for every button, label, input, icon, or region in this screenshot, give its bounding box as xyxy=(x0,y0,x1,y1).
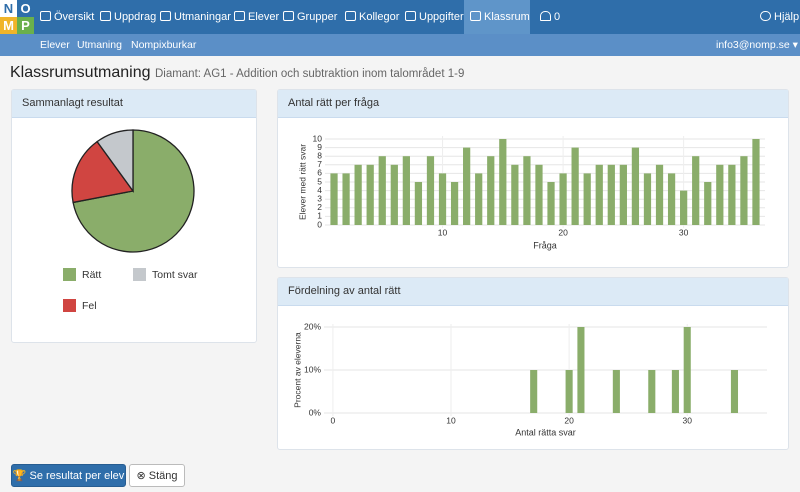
nav-label: Översikt xyxy=(54,11,95,23)
notification-count: 0 xyxy=(554,11,561,23)
help-label: Hjälp xyxy=(774,11,800,23)
user-email: info3@nomp.se xyxy=(716,39,790,51)
notifications[interactable]: 0 xyxy=(540,0,560,34)
page-header: Klassrumsutmaning Diamant: AG1 - Additio… xyxy=(10,64,464,82)
panel: Sammanlagt resultat xyxy=(11,89,257,343)
nav-label: Grupper xyxy=(297,11,338,23)
logo-letter[interactable]: O xyxy=(17,0,34,17)
logo-letter[interactable]: N xyxy=(0,0,17,17)
active-tab xyxy=(464,0,530,34)
page-subtitle: Diamant: AG1 - Addition och subtraktion … xyxy=(154,68,465,80)
panel: Antal rätt per fråga xyxy=(277,89,789,268)
nav-label: Uppgifter xyxy=(419,11,464,23)
logo-letter[interactable]: P xyxy=(17,17,34,34)
nav-label: Uppdrag xyxy=(114,11,157,23)
nav-item[interactable]: Uppgifter xyxy=(405,0,464,34)
button-label: Se resultat per elev xyxy=(29,470,125,482)
user-menu[interactable]: info3@nomp.se ▾ xyxy=(716,39,798,51)
help[interactable]: Hjälp xyxy=(760,0,799,34)
nav-item[interactable]: Klassrum xyxy=(470,0,530,34)
nav-label: Utmaningar xyxy=(174,11,231,23)
subnav-item[interactable]: Utmaning xyxy=(77,39,122,51)
panel-title: Fördelning av antal rätt xyxy=(278,278,788,306)
subnav-item[interactable]: Elever xyxy=(40,39,70,51)
subnav-item[interactable]: Nompixburkar xyxy=(131,39,197,51)
nav-item[interactable]: Översikt xyxy=(40,0,94,34)
nav-item[interactable]: Grupper xyxy=(283,0,337,34)
nav-item[interactable]: Uppdrag xyxy=(100,0,156,34)
sub-bar xyxy=(0,34,800,56)
nav-item[interactable]: Utmaningar xyxy=(160,0,231,34)
panel-title: Antal rätt per fråga xyxy=(278,90,788,118)
nav-item[interactable]: Kollegor xyxy=(345,0,399,34)
button-label: Stäng xyxy=(148,470,178,482)
nav-label: Klassrum xyxy=(484,11,530,23)
results-button[interactable]: 🏆 Se resultat per elev xyxy=(11,464,126,487)
nav-item[interactable]: Elever xyxy=(234,0,279,34)
logo-letter[interactable]: M xyxy=(0,17,17,34)
panel-title: Sammanlagt resultat xyxy=(12,90,256,118)
top-bar xyxy=(0,0,800,34)
close-button[interactable]: ⊗ Stäng xyxy=(129,464,185,487)
nav-label: Elever xyxy=(248,11,280,23)
page-title: Klassrumsutmaning xyxy=(10,64,151,81)
panel: Fördelning av antal rätt xyxy=(277,277,789,450)
nav-label: Kollegor xyxy=(359,11,400,23)
